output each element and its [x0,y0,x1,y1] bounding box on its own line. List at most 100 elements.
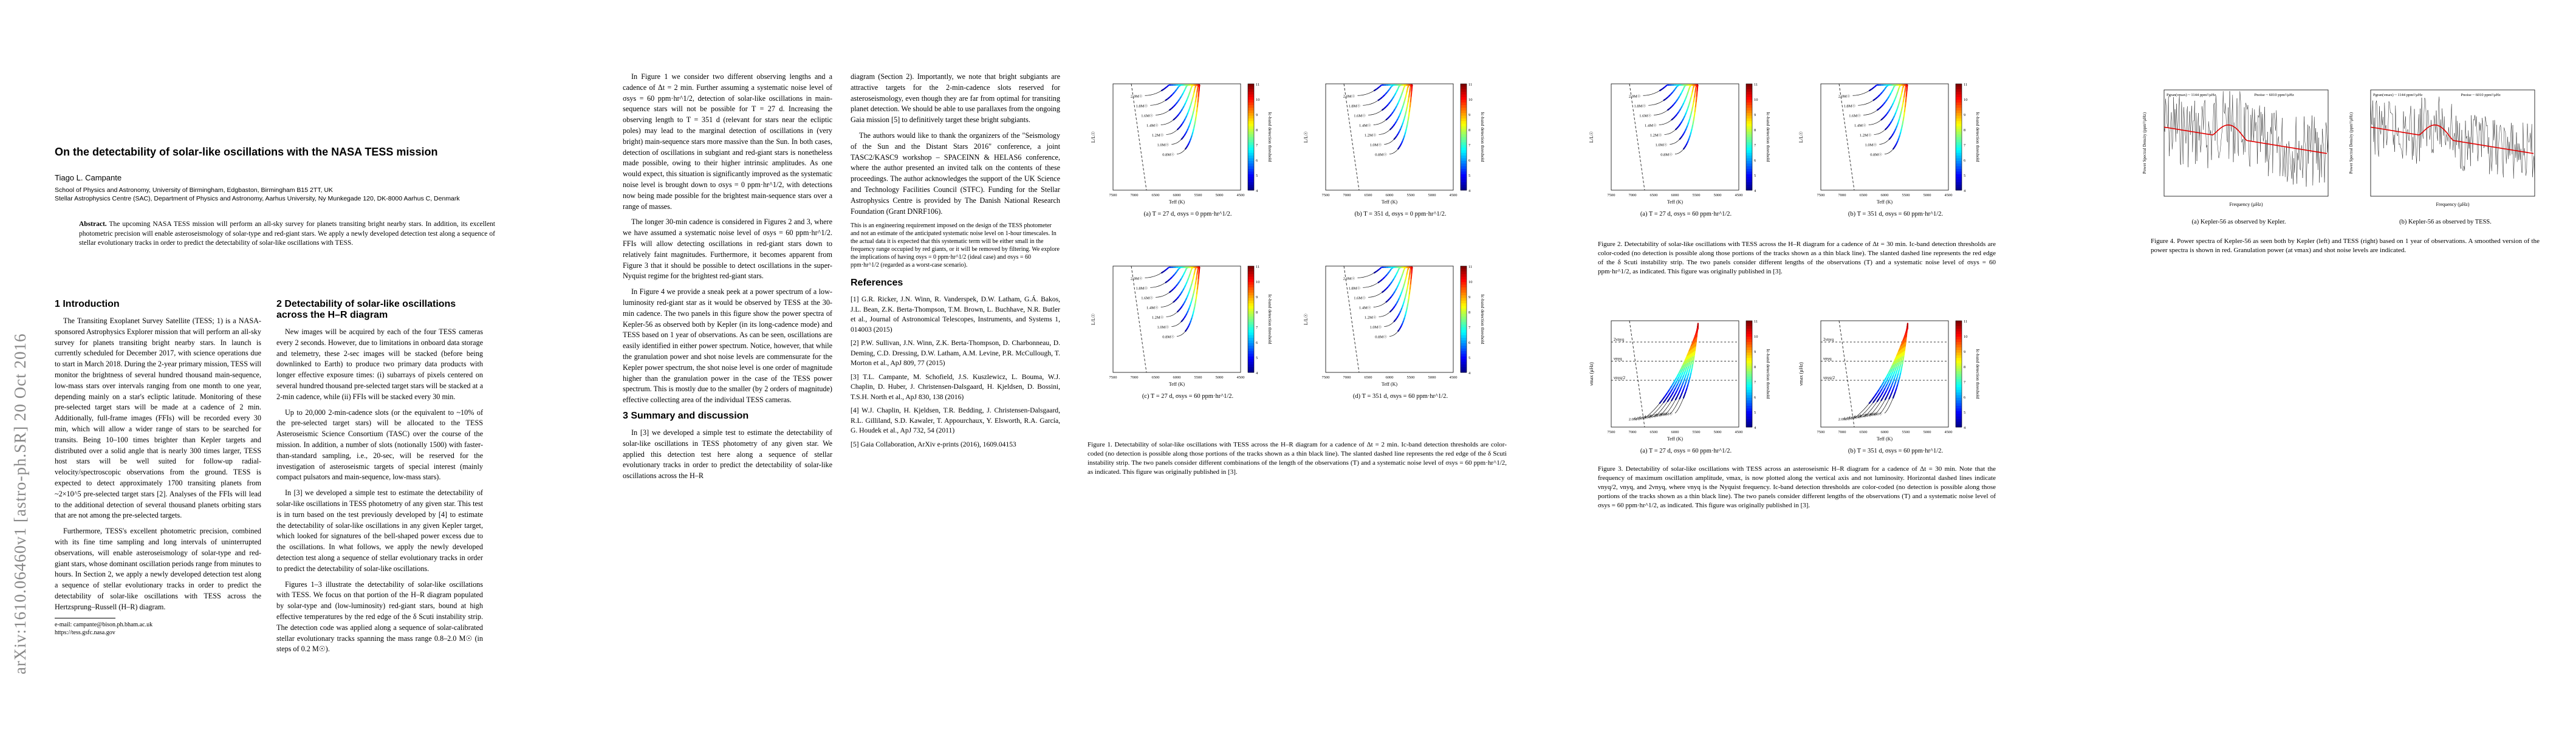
track-segment [1188,91,1191,96]
x-tick-label: 4500 [1450,375,1458,380]
colorbar-cell [1248,134,1254,137]
fig1-subcaption-d: (d) T = 351 d, σsys = 60 ppm·hr^1/2. [1352,393,1448,400]
colorbar-label: Ic-band detection threshold [1267,112,1273,162]
track-segment [1160,88,1165,92]
colorbar-tick: 10 [1754,98,1758,102]
track-segment [1693,116,1695,122]
colorbar-cell [1956,344,1962,348]
colorbar-tick: 6 [1964,395,1966,400]
track-segment [1397,147,1400,150]
x-axis-label: Teff (K) [1667,436,1684,442]
colorbar-cell [1461,174,1467,177]
smoothed-spectrum [2163,124,2328,154]
track-segment [1684,366,1688,372]
track-segment [1185,327,1188,330]
colorbar-cell [1956,411,1962,414]
track-segment [1176,86,1179,91]
colorbar-tick: 4 [1964,189,1966,193]
colorbar-cell [1746,158,1752,162]
track-segment [1894,95,1897,100]
colorbar-cell [1746,337,1752,340]
track-segment [1693,351,1696,356]
colorbar-cell [1248,266,1254,269]
track-segment [1883,380,1887,386]
track-segment [1695,337,1697,343]
track-segment [1182,332,1184,335]
track-segment [1182,89,1186,94]
track-segment [1877,121,1879,123]
colorbar-cell [1956,331,1962,335]
track-segment [1891,118,1894,122]
column-2: 2 Detectability of solar-like oscillatio… [276,296,483,660]
track-segment [1391,308,1394,311]
track-segment [1182,288,1185,292]
track-segment [1381,108,1385,111]
track-segment [1373,88,1377,92]
colorbar-cell [1746,169,1752,172]
colorbar-cell [1461,276,1467,280]
colorbar-cell [1248,311,1254,315]
track-segment [1888,92,1892,97]
track-segment [1880,143,1883,145]
colorbar-cell [1248,118,1254,122]
colorbar-cell [1248,150,1254,154]
colorbar-cell [1248,319,1254,323]
colorbar-frame [1745,320,1753,428]
track-segment [1178,267,1182,270]
colorbar-cell [1248,185,1254,188]
track-segment [1906,84,1908,86]
track-mass-label: 1.2M☉ [1860,132,1872,137]
track-segment [1167,96,1171,100]
track-segment [1880,391,1884,395]
track-segment [1894,366,1897,372]
track-segment [1685,388,1688,392]
track-segment [1685,377,1688,382]
track-segment [1187,291,1190,295]
track-segment [1903,343,1906,348]
colorbar-tick: 10 [1964,335,1968,339]
track-segment [1679,386,1683,391]
colorbar-cell [1956,179,1962,183]
track-segment [1171,106,1174,109]
track-segment [1893,385,1896,389]
track-segment [1684,128,1687,132]
track-segment [1874,395,1879,400]
colorbar-cell [1248,152,1254,156]
colorbar-cell [1248,306,1254,309]
track-segment [1900,368,1902,373]
track-segment [1682,378,1686,383]
track-segment [1394,121,1397,125]
track-segment [1897,101,1900,106]
track-segment [1872,123,1875,125]
track-segment [1191,314,1194,318]
track-segment [1884,390,1888,395]
track-segment [1186,128,1189,132]
track-segment [1188,140,1191,144]
raw-spectrum [2163,91,2329,187]
track-segment [1397,131,1400,134]
track-segment [1656,412,1659,416]
section-heading-summary: 3 Summary and discussion [623,410,749,421]
colorbar-cell [1461,121,1467,125]
track-segment [1680,371,1684,377]
track-segment [1397,298,1400,302]
track-segment [1899,84,1902,88]
track-segment [1876,108,1880,111]
track-segment [1391,278,1395,282]
track-segment [1879,120,1882,122]
track-segment [1898,135,1900,139]
reference-item: [5] Gaia Collaboration, ArXiv e-prints (… [851,440,1016,448]
fig4-subcaption-a: (a) Kepler-56 as observed by Kepler. [2191,219,2286,225]
track-segment [1393,334,1396,335]
hr-diagram: 2.0M☉1.8M☉1.6M☉1.4M☉1.2M☉1.0M☉0.8M☉7500 7… [1589,83,1771,205]
track-segment [1377,98,1381,101]
track-segment [1194,298,1197,304]
track-segment [1184,329,1187,332]
x-tick-label: 6500 [1860,193,1868,197]
track-segment [1886,380,1890,385]
colorbar-tick: 7 [1468,326,1471,330]
track-segment [1891,102,1894,107]
colorbar-cell [1956,337,1962,340]
track-segment [1669,394,1673,399]
colorbar-cell [1248,84,1254,87]
